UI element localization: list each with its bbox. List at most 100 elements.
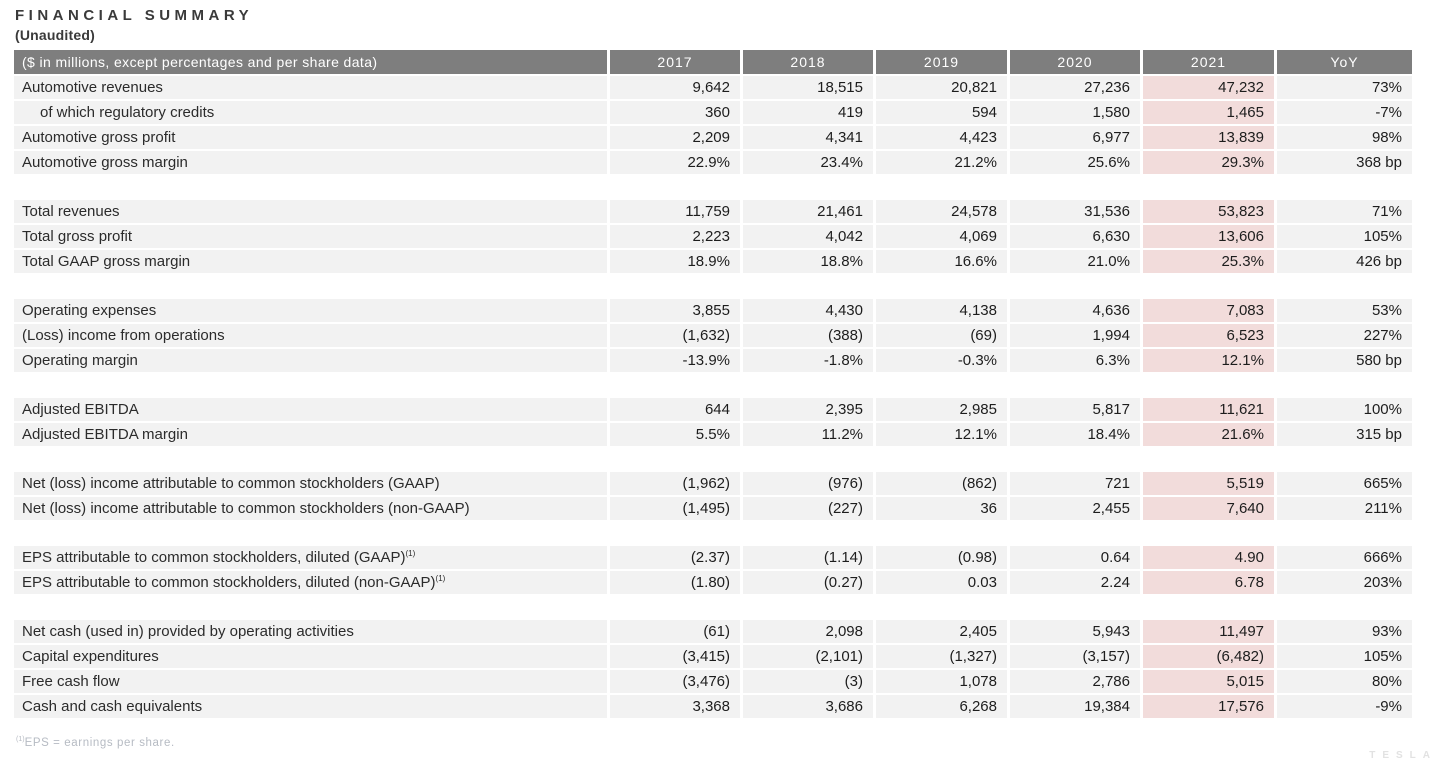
cell-2021: 6,523 — [1143, 324, 1274, 347]
row-label-text: Net (loss) income attributable to common… — [22, 500, 470, 517]
cell-2019: 4,423 — [876, 126, 1007, 149]
cell-2021: 5,519 — [1143, 472, 1274, 495]
column-header-2018: 2018 — [743, 50, 873, 74]
cell-2019: 36 — [876, 497, 1007, 520]
cell-2017: 18.9% — [610, 250, 740, 273]
cell-2021: 1,465 — [1143, 101, 1274, 124]
cell-2017: 3,855 — [610, 299, 740, 322]
cell-yoy: 211% — [1277, 497, 1412, 520]
cell-yoy: 93% — [1277, 620, 1412, 643]
cell-2017: 9,642 — [610, 76, 740, 99]
cell-2018: (3) — [743, 670, 873, 693]
cell-2019: 2,405 — [876, 620, 1007, 643]
cell-yoy: 100% — [1277, 398, 1412, 421]
cell-2018: (227) — [743, 497, 873, 520]
cell-2018: 4,042 — [743, 225, 873, 248]
column-header-units-note: ($ in millions, except percentages and p… — [14, 50, 607, 74]
cell-2020: 4,636 — [1010, 299, 1140, 322]
cell-2020: 25.6% — [1010, 151, 1140, 174]
cell-2018: -1.8% — [743, 349, 873, 372]
cell-2021: 47,232 — [1143, 76, 1274, 99]
cell-2018: 419 — [743, 101, 873, 124]
cell-2020: 31,536 — [1010, 200, 1140, 223]
row-label-text: Automotive revenues — [22, 79, 163, 96]
row-label: Operating margin — [14, 349, 607, 372]
row-label: of which regulatory credits — [14, 101, 607, 124]
cell-2019: (69) — [876, 324, 1007, 347]
row-label-text: Total gross profit — [22, 228, 133, 245]
cell-2020: 18.4% — [1010, 423, 1140, 446]
row-label: Net (loss) income attributable to common… — [14, 472, 607, 495]
cell-2018: (2,101) — [743, 645, 873, 668]
row-label-text: Total revenues — [22, 203, 120, 220]
row-label-text: Net (loss) income attributable to common… — [22, 475, 440, 492]
cell-2019: 24,578 — [876, 200, 1007, 223]
cell-2020: 1,580 — [1010, 101, 1140, 124]
row-label: EPS attributable to common stockholders,… — [14, 571, 607, 594]
cell-yoy: 98% — [1277, 126, 1412, 149]
cell-2018: 21,461 — [743, 200, 873, 223]
cell-2021: 11,497 — [1143, 620, 1274, 643]
cell-2020: 721 — [1010, 472, 1140, 495]
cell-2019: 4,069 — [876, 225, 1007, 248]
cell-yoy: 105% — [1277, 225, 1412, 248]
tesla-logo: TESLA — [1369, 750, 1437, 761]
row-label-text: of which regulatory credits — [40, 104, 215, 121]
row-label: Automotive revenues — [14, 76, 607, 99]
cell-2019: (0.98) — [876, 546, 1007, 569]
table-header-row: ($ in millions, except percentages and p… — [14, 50, 1412, 74]
table-sections: Automotive revenues 9,642 18,515 20,821 27,2… — [14, 76, 1412, 718]
row-label-text: Adjusted EBITDA — [22, 401, 139, 418]
cell-yoy: -9% — [1277, 695, 1412, 718]
page-subtitle: (Unaudited) — [15, 27, 95, 43]
row-label-text: Net cash (used in) provided by operating… — [22, 623, 354, 640]
row-label-text: Adjusted EBITDA margin — [22, 426, 188, 443]
footnote-marker: (1) — [16, 736, 25, 744]
title-block: FINANCIAL SUMMARY (Unaudited) — [15, 7, 253, 43]
cell-2017: (2.37) — [610, 546, 740, 569]
financial-summary-table: ($ in millions, except percentages and p… — [14, 50, 1412, 718]
row-label: Operating expenses — [14, 299, 607, 322]
row-label-text: Automotive gross margin — [22, 154, 188, 171]
cell-2017: (1.80) — [610, 571, 740, 594]
cell-2017: (1,962) — [610, 472, 740, 495]
cell-2020: 5,943 — [1010, 620, 1140, 643]
cell-yoy: 666% — [1277, 546, 1412, 569]
cell-2019: 21.2% — [876, 151, 1007, 174]
cell-2020: 27,236 — [1010, 76, 1140, 99]
column-header-2017: 2017 — [610, 50, 740, 74]
row-label: Total GAAP gross margin — [14, 250, 607, 273]
cell-2019: 12.1% — [876, 423, 1007, 446]
table-section: Net (loss) income attributable to common… — [14, 472, 1412, 520]
row-label: Capital expenditures — [14, 645, 607, 668]
cell-2018: 18,515 — [743, 76, 873, 99]
cell-2020: 2,786 — [1010, 670, 1140, 693]
row-label: Automotive gross profit — [14, 126, 607, 149]
cell-yoy: 426 bp — [1277, 250, 1412, 273]
row-label: Net (loss) income attributable to common… — [14, 497, 607, 520]
cell-2021: 6.78 — [1143, 571, 1274, 594]
cell-2020: 1,994 — [1010, 324, 1140, 347]
cell-2018: (1.14) — [743, 546, 873, 569]
row-label-text: EPS attributable to common stockholders,… — [22, 574, 436, 591]
cell-2019: 1,078 — [876, 670, 1007, 693]
cell-2020: 5,817 — [1010, 398, 1140, 421]
cell-2021: 29.3% — [1143, 151, 1274, 174]
cell-2018: 2,098 — [743, 620, 873, 643]
cell-2020: 2.24 — [1010, 571, 1140, 594]
table-section: Operating expenses 3,855 4,430 4,138 4,636 7,… — [14, 299, 1412, 372]
row-label-text: Automotive gross profit — [22, 129, 176, 146]
footnote-marker: (1) — [405, 549, 416, 558]
row-label: (Loss) income from operations — [14, 324, 607, 347]
cell-2019: 594 — [876, 101, 1007, 124]
row-label-text: (Loss) income from operations — [22, 327, 225, 344]
cell-2021: 7,640 — [1143, 497, 1274, 520]
cell-2018: (976) — [743, 472, 873, 495]
row-label: Total gross profit — [14, 225, 607, 248]
cell-2021: 21.6% — [1143, 423, 1274, 446]
cell-2017: 11,759 — [610, 200, 740, 223]
cell-2021: (6,482) — [1143, 645, 1274, 668]
cell-2017: 360 — [610, 101, 740, 124]
cell-yoy: 203% — [1277, 571, 1412, 594]
cell-2020: 19,384 — [1010, 695, 1140, 718]
